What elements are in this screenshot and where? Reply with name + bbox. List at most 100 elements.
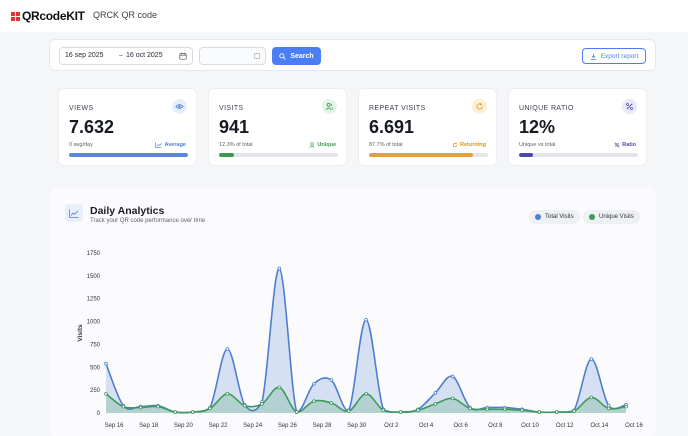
unique-visits-point bbox=[121, 404, 126, 409]
x-tick-label: Sep 26 bbox=[278, 423, 298, 429]
legend-label-unique: Unique Visits bbox=[599, 214, 634, 220]
legend-dot-total bbox=[535, 214, 541, 220]
page-title: QRCK QR code bbox=[93, 10, 158, 20]
unique-visits-point bbox=[502, 407, 507, 412]
search-label: Search bbox=[290, 52, 314, 60]
y-axis-label: Visits bbox=[77, 324, 84, 342]
unique-visits-point bbox=[346, 409, 351, 413]
unique-visits-point bbox=[190, 410, 195, 414]
unique-visits-point bbox=[173, 410, 178, 414]
x-tick-label: Sep 18 bbox=[139, 423, 159, 429]
unique-visits-point bbox=[520, 408, 524, 413]
x-tick-label: Sep 20 bbox=[174, 423, 194, 429]
date-range-picker[interactable]: 16 sep 2025 – 16 oct 2025 bbox=[59, 47, 193, 65]
legend-label-total: Total Visits bbox=[545, 214, 574, 220]
card-value: 12% bbox=[519, 117, 556, 137]
card-tag-label: Ratio bbox=[622, 142, 636, 148]
export-report-button[interactable]: Export report bbox=[582, 48, 646, 64]
card-subtext: Unique vs total bbox=[519, 142, 556, 148]
y-tick-label: 0 bbox=[97, 411, 101, 417]
filter-select[interactable] bbox=[199, 47, 266, 65]
unique-visits-point bbox=[433, 402, 438, 406]
progress-fill bbox=[69, 153, 188, 157]
progress-bar bbox=[219, 153, 338, 157]
x-tick-label: Oct 6 bbox=[453, 423, 468, 429]
card-value: 6.691 bbox=[369, 117, 415, 137]
unique-visits-point bbox=[537, 410, 542, 414]
card-label: REPEAT VISITS bbox=[369, 105, 426, 112]
y-tick-label: 1750 bbox=[87, 251, 101, 257]
chart-subtitle: Track your QR code performance over time bbox=[90, 218, 206, 224]
unique-visits-point bbox=[381, 408, 386, 413]
progress-bar bbox=[369, 153, 488, 157]
y-tick-label: 500 bbox=[90, 365, 101, 371]
legend-dot-unique bbox=[589, 214, 595, 220]
card-tag-label: Unique bbox=[317, 142, 336, 148]
y-tick-label: 750 bbox=[90, 342, 101, 348]
card-value: 941 bbox=[219, 117, 250, 137]
x-tick-label: Sep 16 bbox=[104, 423, 124, 429]
y-tick-label: 250 bbox=[90, 388, 101, 394]
search-icon bbox=[279, 52, 287, 60]
x-tick-label: Sep 30 bbox=[347, 423, 367, 429]
card-tag-label: Returning bbox=[460, 142, 486, 148]
user-icon bbox=[309, 142, 315, 148]
date-to: 16 oct 2025 bbox=[126, 52, 163, 59]
x-tick-label: Sep 24 bbox=[243, 423, 263, 429]
x-tick-label: Oct 2 bbox=[384, 423, 399, 429]
unique-visits-point bbox=[294, 410, 299, 414]
progress-bar bbox=[519, 153, 638, 157]
card-tag-label: Average bbox=[164, 142, 186, 148]
search-button[interactable]: Search bbox=[272, 47, 321, 65]
total-visits-point bbox=[329, 378, 334, 382]
card-label: UNIQUE RATIO bbox=[519, 105, 574, 112]
total-visits-point bbox=[433, 391, 438, 395]
logo[interactable]: QRcodeKIT bbox=[11, 9, 85, 23]
unique-visits-point bbox=[138, 405, 143, 410]
unique-visits-point bbox=[572, 409, 576, 413]
card-label: VISITS bbox=[219, 105, 244, 112]
percent-small-icon bbox=[614, 142, 620, 148]
card-subtext: 87.7% of total bbox=[369, 142, 403, 148]
download-icon bbox=[590, 53, 596, 60]
total-visits-point bbox=[225, 347, 230, 351]
unique-ratio-card: UNIQUE RATIO 12% Unique vs total Ratio bbox=[508, 88, 647, 166]
logo-text: QRcodeKIT bbox=[22, 9, 85, 23]
x-tick-label: Oct 12 bbox=[556, 423, 574, 429]
unique-visits-point bbox=[398, 410, 403, 414]
select-icon bbox=[254, 53, 260, 59]
x-tick-label: Oct 16 bbox=[625, 423, 643, 429]
unique-visits-point bbox=[277, 385, 282, 390]
unique-visits-point bbox=[450, 396, 455, 401]
legend-unique-visits[interactable]: Unique Visits bbox=[583, 210, 640, 224]
card-subtext: 0 avg/day bbox=[69, 142, 93, 148]
total-visits-point bbox=[277, 266, 282, 271]
total-visits-point bbox=[104, 361, 108, 366]
refresh-small-icon bbox=[452, 142, 458, 148]
unique-visits-point bbox=[156, 404, 160, 409]
legend-total-visits[interactable]: Total Visits bbox=[529, 210, 580, 224]
total-visits-point bbox=[312, 381, 316, 386]
refresh-icon bbox=[472, 99, 487, 114]
unique-visits-point bbox=[329, 401, 334, 405]
total-visits-area bbox=[106, 268, 626, 413]
unique-visits-point bbox=[225, 391, 230, 396]
unique-visits-point bbox=[312, 399, 316, 403]
y-tick-label: 1500 bbox=[87, 274, 101, 280]
card-subtext: 12.3% of total bbox=[219, 142, 253, 148]
unique-visits-point bbox=[624, 404, 628, 409]
x-tick-label: Oct 14 bbox=[590, 423, 608, 429]
eye-icon bbox=[172, 99, 187, 114]
card-tag: Unique bbox=[309, 142, 336, 148]
filter-bar: 16 sep 2025 – 16 oct 2025 Search Export … bbox=[49, 39, 656, 71]
card-tag: Average bbox=[155, 142, 186, 148]
card-label: VIEWS bbox=[69, 105, 94, 112]
chart-line-icon bbox=[155, 142, 163, 148]
progress-fill bbox=[219, 153, 234, 157]
x-tick-label: Oct 4 bbox=[419, 423, 434, 429]
unique-visits-point bbox=[260, 402, 264, 406]
x-tick-label: Sep 28 bbox=[312, 423, 332, 429]
total-visits-point bbox=[364, 317, 368, 322]
logo-mark-icon bbox=[11, 11, 20, 21]
